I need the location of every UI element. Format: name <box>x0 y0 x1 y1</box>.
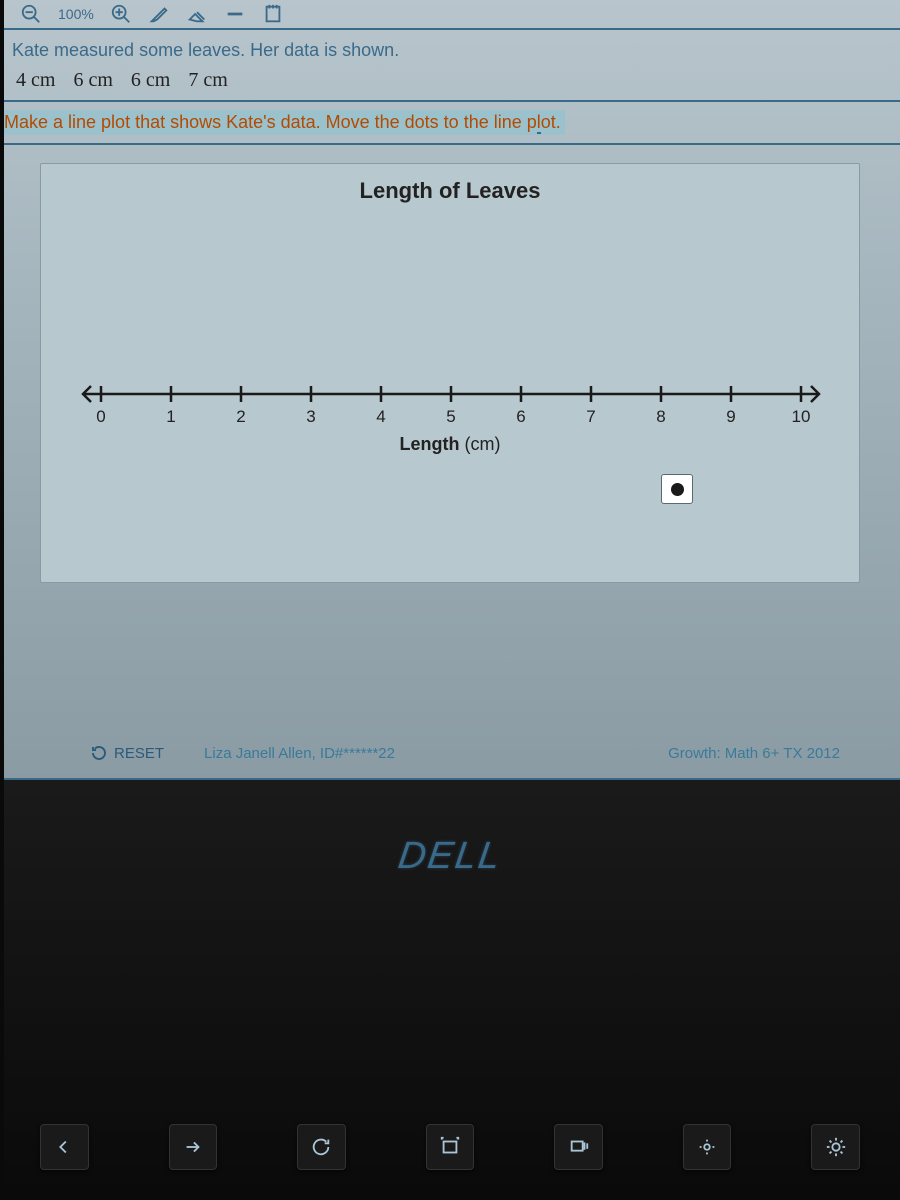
svg-text:2: 2 <box>236 407 245 426</box>
key-fullscreen[interactable] <box>426 1124 475 1170</box>
number-line-axis: 0 1 2 3 4 5 6 7 8 9 10 <box>41 164 859 582</box>
highlighter-icon[interactable] <box>148 3 170 25</box>
svg-text:5: 5 <box>446 407 455 426</box>
axis-label-unit: (cm) <box>460 434 501 454</box>
svg-text:1: 1 <box>166 407 175 426</box>
key-refresh[interactable] <box>297 1124 346 1170</box>
zoom-in-icon[interactable] <box>110 3 132 25</box>
svg-text:3: 3 <box>306 407 315 426</box>
data-values-row: 4 cm 6 cm 6 cm 7 cm <box>12 69 888 92</box>
data-value: 6 cm <box>73 69 112 92</box>
svg-text:10: 10 <box>792 407 811 426</box>
line-icon[interactable] <box>224 3 246 25</box>
reset-button[interactable]: RESET <box>90 744 164 762</box>
instruction-before: Make a line plot that shows Kate's data.… <box>4 112 537 132</box>
footer-row: RESET Liza Janell Allen, ID#******22 Gro… <box>0 744 900 762</box>
zoom-level: 100% <box>58 6 94 22</box>
svg-text:8: 8 <box>656 407 665 426</box>
dell-logo: DELL <box>0 835 900 878</box>
question-section: Kate measured some leaves. Her data is s… <box>0 30 900 102</box>
reset-icon <box>90 744 108 762</box>
dot-draggable[interactable] <box>661 474 693 504</box>
keyboard-function-row <box>0 1124 900 1170</box>
key-brightness-down[interactable] <box>683 1124 732 1170</box>
question-prompt: Kate measured some leaves. Her data is s… <box>12 40 888 61</box>
axis-label-bold: Length <box>400 434 460 454</box>
key-back[interactable] <box>40 1124 89 1170</box>
student-id: Liza Janell Allen, ID#******22 <box>204 745 395 762</box>
line-plot-canvas[interactable]: Length of Leaves 012345678910 Length (cm… <box>40 163 860 583</box>
data-value: 6 cm <box>131 69 170 92</box>
eraser-icon[interactable] <box>186 3 208 25</box>
key-overview[interactable] <box>554 1124 603 1170</box>
svg-text:7: 7 <box>586 407 595 426</box>
key-brightness-up[interactable] <box>811 1124 860 1170</box>
app-screen: 100% Kate measured some leaves. Her data… <box>0 0 900 780</box>
svg-text:0: 0 <box>96 407 105 426</box>
assessment-label: Growth: Math 6+ TX 2012 <box>668 745 840 762</box>
zoom-out-icon[interactable] <box>20 3 42 25</box>
key-forward[interactable] <box>169 1124 218 1170</box>
instruction-after: ot. <box>541 112 561 132</box>
svg-text:4: 4 <box>376 407 385 426</box>
notepad-icon[interactable] <box>262 3 284 25</box>
toolbar: 100% <box>0 0 900 30</box>
screen-left-edge <box>0 0 4 1200</box>
instruction-text: Make a line plot that shows Kate's data.… <box>0 110 565 135</box>
axis-label: Length (cm) <box>41 434 859 455</box>
svg-text:6: 6 <box>516 407 525 426</box>
laptop-bezel: DELL <box>0 780 900 1200</box>
svg-text:9: 9 <box>726 407 735 426</box>
reset-label: RESET <box>114 745 164 762</box>
instruction-section: Make a line plot that shows Kate's data.… <box>0 102 900 145</box>
dot-icon <box>671 483 684 496</box>
data-value: 7 cm <box>188 69 227 92</box>
data-value: 4 cm <box>16 69 55 92</box>
